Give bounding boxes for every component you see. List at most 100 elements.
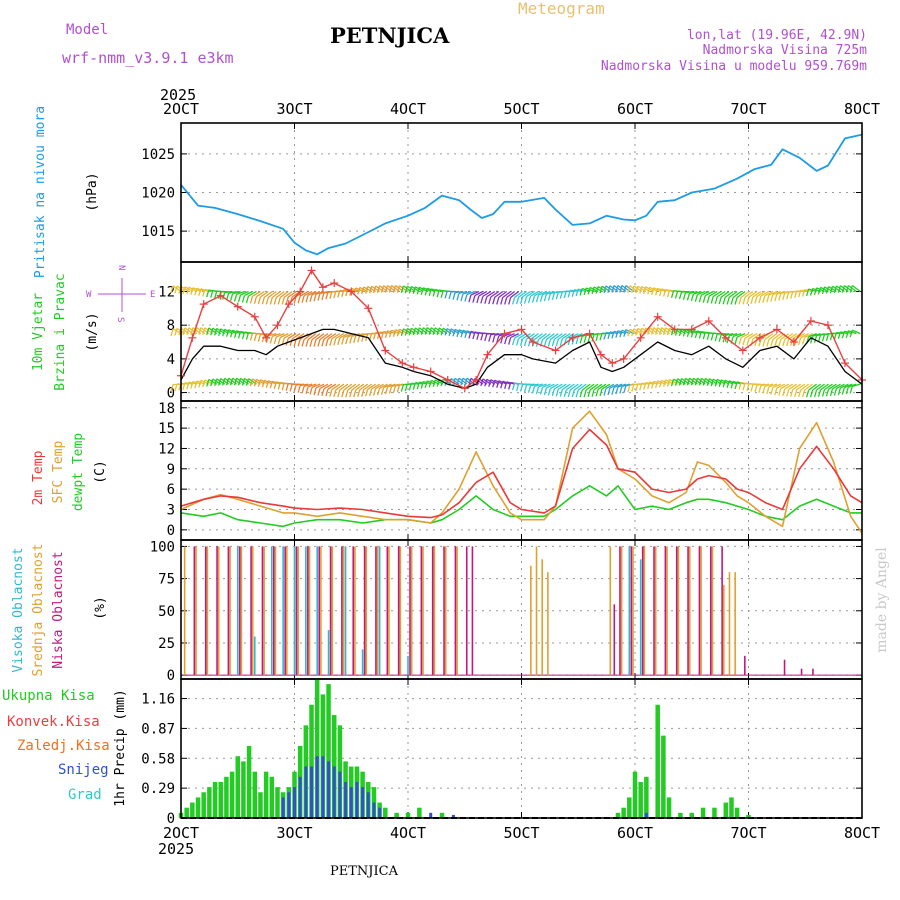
wind-barb [279,333,289,339]
wind-barb-flag [523,338,528,347]
wind-barb [812,332,821,337]
wind-barb-flag [396,385,401,393]
wind-barb-flag [647,327,651,335]
wind-barb-flag [329,389,333,397]
precip-bar-snow [372,802,376,818]
wind-barb [847,284,857,293]
wind-barb-flag [559,338,563,346]
wind-barb-flag [408,383,412,391]
wind-barb-flag [543,339,548,347]
wind-barb-flag [460,330,464,338]
wind-barb-flag [241,295,246,303]
y-tick-label: 12 [158,284,175,300]
wind-barb-flag [404,383,409,392]
lonlat-label: lon,lat (19.96E, 42.9N) [687,28,867,43]
wind-barb-flag [480,296,484,304]
wind-barb-flag [305,339,309,347]
wind-barb [780,333,790,340]
wind-barb-flag [500,381,504,389]
wind-barb [546,333,555,341]
wind-barb-flag [448,291,452,300]
wind-barb-flag [682,329,687,337]
wind-barb [816,383,825,391]
wind-barb-flag [174,383,178,392]
wind-barb-flag [456,293,460,301]
wind-barb [526,290,535,298]
wind-barb-flag [194,288,198,296]
y-tick-label: 0 [167,668,175,684]
wind-barb-flag [508,337,512,345]
wind-barb-flag [817,287,822,295]
wind-barb-flag [623,285,627,293]
wind-barb-flag [766,294,770,303]
wind-barb [748,333,758,340]
wind-barb-flag [658,380,663,388]
wind-barb-flag [186,327,190,335]
wind-barb [800,383,810,391]
wind-barb [248,290,257,297]
wind-barb [315,290,325,295]
y-tick-label: 6 [167,482,175,498]
wind-barb-flag [623,329,627,337]
wind-barb-flag [500,297,504,305]
wind-barb-flag [599,286,603,294]
wind-barb-flag [710,378,714,387]
precip-bar-total [723,802,729,818]
wind-barb [526,333,535,340]
wind-barb [534,290,543,297]
pressure-unit: (hPa) [85,172,100,211]
wind-barb-flag [214,378,218,386]
wind-barb-flag [257,296,262,305]
wind-barb [736,333,746,338]
wind-barb [565,383,575,391]
wind-barb [494,290,504,298]
wind-barb [514,290,524,298]
wind-barb-flag [361,286,365,295]
wind-barb-flag [682,292,687,300]
wind-barb-flag [186,287,190,295]
wind-barb-flag [655,327,659,335]
wind-barb [744,290,754,298]
wind-barb-flag [170,384,174,392]
wind-barb-flag [432,289,436,297]
precip-bar-total [207,787,212,818]
wind-barb-flag [666,379,671,387]
precip-bar-total [632,771,638,818]
wind-barb-flag [774,387,778,396]
wind-barb-flag [214,328,218,336]
wind-barb-flag [460,377,464,386]
precip-bar-total [700,807,706,818]
wind-barb-flag [734,297,738,305]
time-tick-bottom-label: 6OCT [617,824,653,842]
time-tick-bottom-label: 5OCT [503,824,539,842]
wind-barb [256,290,265,298]
precip-bar-snow [344,781,348,818]
wind-barb-flag [372,285,377,294]
wind-barb-flag [770,387,774,395]
wind-barb-flag [198,288,202,296]
wind-barb [490,290,500,298]
wind-barb-flag [774,339,778,347]
wind-barb-flag [619,285,623,293]
wind-barb [319,383,329,389]
wind-barb-flag [372,332,377,340]
wind-barb-flag [436,289,440,298]
wind-barb-flag [615,386,619,395]
wind-barb [557,383,567,390]
y-tick-label: 0 [167,386,175,402]
wind-barb [268,332,277,337]
precip-bar-total [337,725,343,818]
wind-barb-flag [523,296,528,304]
wind-barb-flag [821,334,826,342]
wind-barb-flag [182,382,186,390]
wind-barb-flag [241,378,246,386]
wind-barb-flag [341,337,345,345]
wind-barb [764,290,774,297]
wind-barb-flag [611,285,615,293]
wind-barb-flag [710,333,714,341]
wind-barb-flag [206,327,210,336]
wind-barb-flag [809,336,814,344]
wind-barb-flag [388,386,393,394]
legend-hail: Grad [68,787,102,803]
wind-barb [510,333,519,339]
